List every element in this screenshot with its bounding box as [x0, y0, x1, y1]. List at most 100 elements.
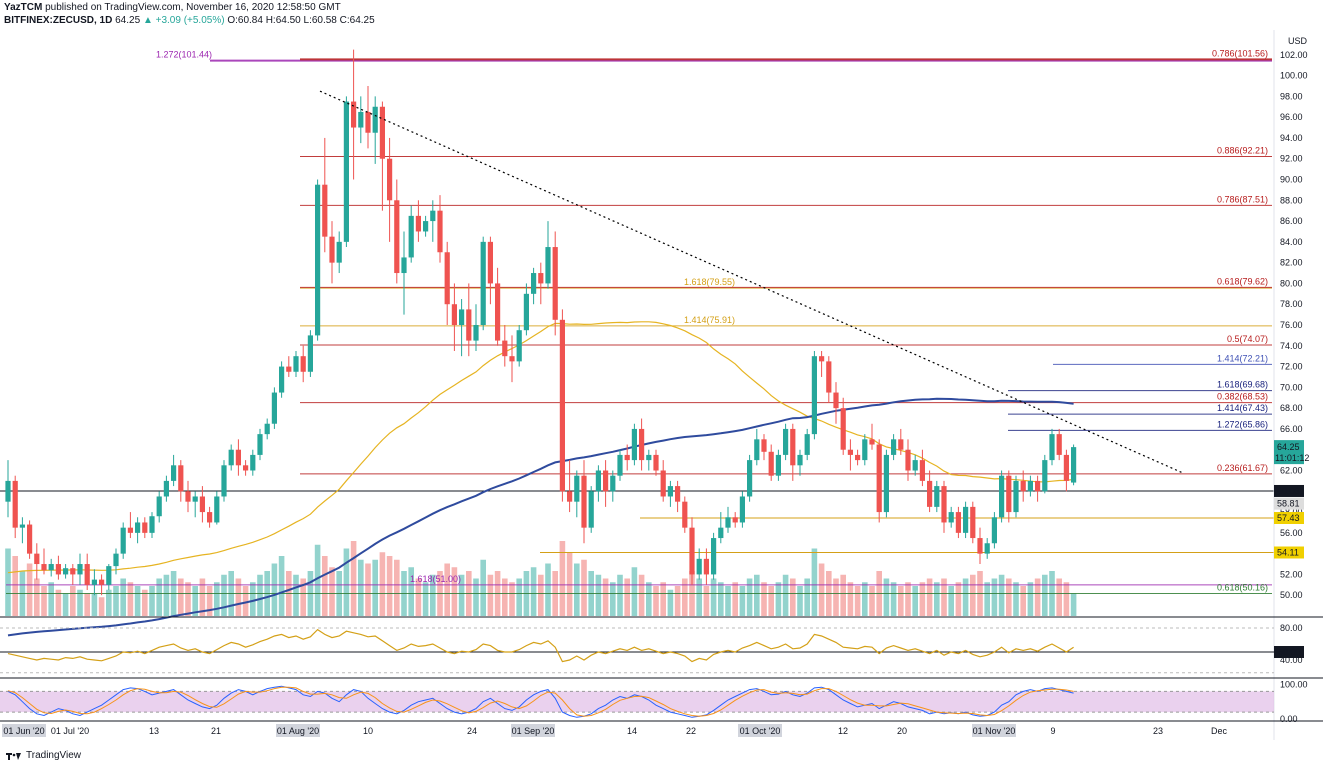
candle-body	[595, 470, 601, 492]
time-axis[interactable]: 01 Jun '20 01 Jul '20 13 21 01 Aug '20 10 24 01…	[2, 724, 1227, 737]
candle-body	[192, 496, 198, 502]
candle-body	[1035, 480, 1041, 492]
candle-body	[862, 439, 868, 461]
candle-body	[790, 428, 796, 466]
time-tick-bg	[972, 724, 1016, 737]
ohlc-values: O:60.84 H:64.50 L:60.58 C:64.25	[227, 15, 375, 26]
price-tick-label: 52.00	[1280, 569, 1303, 579]
volume-bar	[422, 582, 429, 616]
volume-bar	[883, 578, 890, 616]
candle-body	[55, 564, 61, 575]
volume-bar	[271, 563, 278, 616]
candle-body	[372, 106, 378, 133]
candle-body	[113, 553, 119, 567]
candle-body	[495, 283, 501, 341]
time-tick-label: 23	[1153, 726, 1163, 736]
candle-body	[898, 439, 904, 450]
candle-body	[171, 465, 177, 481]
axis-price-tag: 60.03	[1277, 486, 1300, 496]
candle-body	[250, 454, 256, 471]
candle-body	[329, 236, 335, 263]
candle-body	[300, 356, 306, 372]
candle-body	[480, 241, 486, 325]
candle-body	[315, 184, 321, 336]
candle-body	[869, 439, 875, 445]
stoch-tick-label: 0.00	[1280, 714, 1298, 724]
descending-trendline	[319, 90, 1183, 474]
volume-bar	[473, 578, 479, 616]
candle-body	[783, 428, 789, 455]
time-tick-label: 14	[627, 726, 637, 736]
candle-body	[545, 247, 551, 284]
candle-body	[552, 247, 558, 320]
candle-body	[833, 392, 839, 409]
publish-info: published on TradingView.com, November 1…	[45, 2, 341, 13]
volume-bar	[62, 593, 69, 616]
candle-body	[473, 325, 479, 341]
axis-price-tag: 54.11	[1277, 547, 1299, 557]
volume-bar	[768, 586, 774, 616]
axis-price-tag: 57.43	[1277, 513, 1300, 523]
candle-body	[538, 273, 544, 284]
volume-bar	[502, 578, 508, 616]
price-tick-label: 76.00	[1280, 320, 1303, 330]
volume-bar	[134, 586, 141, 616]
time-tick-label: 22	[686, 726, 696, 736]
volume-bar	[235, 578, 242, 616]
candle-body	[459, 309, 465, 325]
candle-body	[603, 470, 609, 492]
publisher-name[interactable]: YazTCM	[4, 2, 43, 13]
candle-body	[876, 444, 882, 513]
candles-layer[interactable]	[5, 49, 1077, 596]
volume-bar	[98, 597, 105, 616]
volume-bar	[898, 586, 904, 616]
volume-bar	[725, 586, 731, 616]
fib-level-label: 1.414(75.91)	[684, 315, 735, 325]
candle-body	[646, 454, 652, 461]
candle-body	[415, 215, 421, 232]
volume-bar	[77, 589, 83, 616]
time-tick-label: 01 Aug '20	[277, 726, 319, 736]
stoch-rsi-panel[interactable]: 0.00 100.00	[0, 679, 1308, 724]
volume-bar	[890, 582, 897, 616]
volume-bar	[91, 593, 98, 616]
candle-body	[77, 564, 83, 575]
fib-level-label: 1.618(79.55)	[684, 277, 735, 287]
price-axis[interactable]: USD50.0052.0054.0056.0058.0060.0062.0064…	[0, 30, 1323, 740]
fib-level-label: 1.272(101.44)	[156, 50, 212, 60]
candle-body	[207, 512, 213, 523]
axis-price-tag-bg	[1274, 484, 1304, 497]
price-tick-label: 90.00	[1280, 175, 1303, 185]
candle-body	[977, 538, 983, 554]
volume-bar	[595, 574, 602, 616]
footer-brand[interactable]: TradingView	[26, 750, 82, 761]
fib-level-label: 1.618(69.68)	[1217, 380, 1268, 390]
volume-bar	[314, 544, 321, 616]
volume-bar	[156, 578, 162, 616]
last-price-tag-bg	[1274, 440, 1304, 465]
volume-bar	[984, 582, 990, 616]
symbol-label[interactable]: BITFINEX:ZECUSD, 1D	[4, 15, 113, 26]
price-tick-label: 80.00	[1280, 278, 1303, 288]
volume-bar	[754, 574, 760, 616]
fib-level-label: 0.786(87.51)	[1217, 194, 1268, 204]
volume-bar	[545, 563, 551, 616]
price-tick-label: 100.00	[1280, 71, 1308, 81]
volume-bar	[430, 574, 436, 616]
countdown-tag: 11:01:12	[1275, 453, 1309, 463]
candle-body	[5, 480, 11, 502]
volume-bar	[487, 574, 494, 616]
candle-body	[379, 106, 385, 159]
trendline-layer[interactable]	[319, 90, 1183, 474]
candle-body	[322, 184, 328, 237]
candle-body	[437, 210, 443, 253]
volume-bar	[415, 578, 422, 616]
axis-price-tag-bg	[1274, 511, 1304, 524]
rsi-panel[interactable]: 40.00 80.00 50.00	[0, 623, 1304, 674]
volume-bar	[55, 589, 62, 616]
candle-body	[682, 501, 688, 528]
volume-bar	[458, 574, 465, 616]
volume-bar	[718, 582, 724, 616]
volume-bar	[653, 586, 659, 616]
